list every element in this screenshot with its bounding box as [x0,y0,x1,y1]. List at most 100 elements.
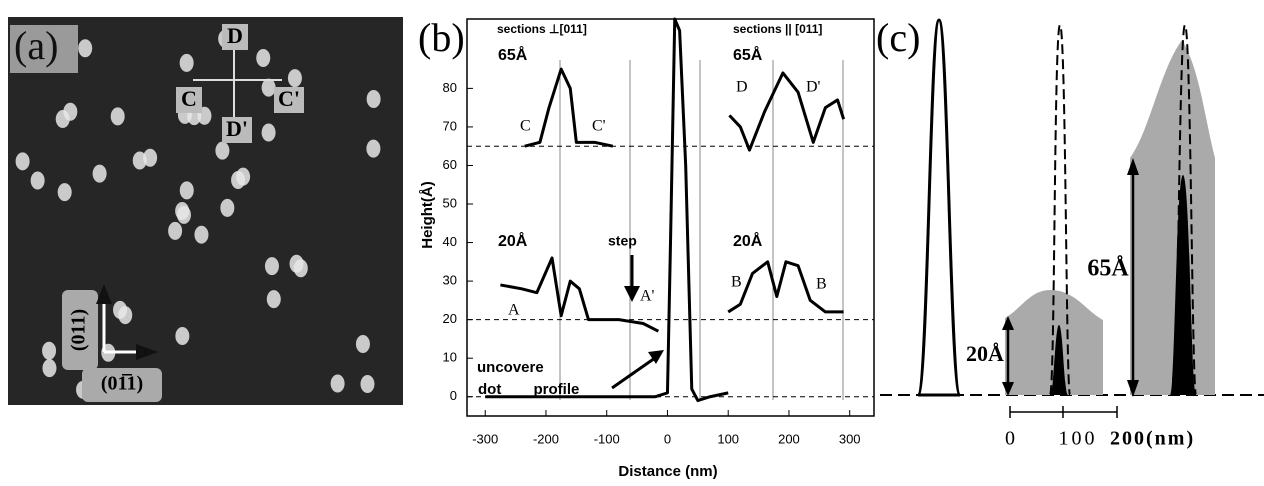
panel-label: (a) [14,23,58,68]
dot [366,90,381,109]
dot [264,257,279,276]
marker: D' [226,116,248,141]
dot [30,171,45,190]
dot [57,183,72,202]
annotation: D [736,79,748,96]
dot [42,359,57,378]
panel-label: (b) [418,15,465,60]
dot [110,107,125,126]
dot [78,39,93,58]
dot [215,141,230,160]
dot [63,102,78,121]
annotation: B [816,276,827,293]
scale-label: 0 [1005,428,1015,450]
annotation: uncovere [477,359,544,376]
marker: D [227,23,243,48]
panel-label: (c) [876,15,920,60]
x-tick-label: 200 [778,431,800,446]
label-box [82,368,162,402]
arrowhead [1127,380,1139,397]
dot-profile [916,18,962,397]
x-tick-label: -100 [594,431,620,446]
y-tick-label: 10 [443,350,457,365]
capped-dot [1005,290,1103,395]
y-tick-label: 80 [443,80,457,95]
y-tick-label: 70 [443,118,457,133]
x-tick-label: 0 [664,431,671,446]
annotation: A' [640,288,655,305]
arrowhead [1127,158,1139,175]
dot-outline [1173,23,1197,396]
panel-b: (b) Height(Å) Distance (nm) 0 10 20 30 40 50 6… [418,15,875,480]
annotation: B [731,274,742,291]
dot [366,139,381,158]
annotation: 20Å [733,231,763,250]
arrowhead [136,344,158,360]
profile-line [728,71,846,152]
dot [179,181,194,200]
arrowhead [1002,382,1014,396]
label-box [222,24,248,50]
label-box [10,25,78,73]
dot [261,123,276,142]
dot [113,300,128,319]
annotation: C [520,118,531,135]
dot-outline [1049,23,1071,396]
dot [355,335,370,354]
dot-core [1050,325,1068,395]
annotation: dot profile [478,381,579,398]
dot [236,167,251,186]
annotation: A [508,302,520,319]
dot [220,198,235,217]
plot: 0 10 20 30 40 50 60 70 80 -300 -200 -100 0 100 200 300 s… [443,17,874,446]
height-label: 65Å [1087,256,1129,282]
dots [15,29,381,399]
direction: (01̅1) [101,373,143,395]
marker: C' [278,86,300,111]
dot [287,69,302,88]
annotation: D' [806,79,821,96]
plot-frame [466,18,875,417]
profile-line [524,67,614,148]
label-box [62,290,98,370]
arrowhead [624,286,640,302]
y-tick-label: 30 [443,273,457,288]
dot [261,78,276,97]
arrowhead [1002,316,1014,330]
annotation: 20Å [498,231,528,250]
profile-line [727,260,844,314]
dot [42,341,57,360]
scale-label: 100 [1059,428,1098,450]
annotation: step [608,233,637,249]
annotation: 65Å [733,45,763,64]
profile-line [485,17,729,403]
height-label: 20Å [966,341,1004,366]
x-tick-label: 300 [839,431,861,446]
annotation: sections ⊥[011] [497,22,587,36]
dot [168,221,183,240]
arrowhead [648,350,664,364]
annotation: 65Å [498,45,528,64]
x-axis-label: Distance (nm) [618,463,717,480]
annotation: C' [592,118,606,135]
dot [132,151,147,170]
capped-dot [1130,40,1215,395]
annotation: sections || [011] [733,22,822,36]
y-axis-label: Height(Å) [419,181,436,249]
x-tick-label: 100 [717,431,739,446]
label-box [222,117,252,143]
y-tick-label: 0 [450,388,457,403]
marker: C [181,86,197,111]
label-box [274,87,304,113]
x-tick-label: -300 [472,431,498,446]
dot [15,152,30,171]
arrow [611,356,656,390]
scale-label: 200(nm) [1110,428,1195,450]
panel-c: (c) 20Å 65Å 0 100 200(nm) [876,15,1264,450]
panel-a: (a) D C C' D' (011) (01̅1) [8,17,403,405]
label-box [176,87,202,113]
dot-core [1170,175,1196,395]
dot [143,148,158,167]
